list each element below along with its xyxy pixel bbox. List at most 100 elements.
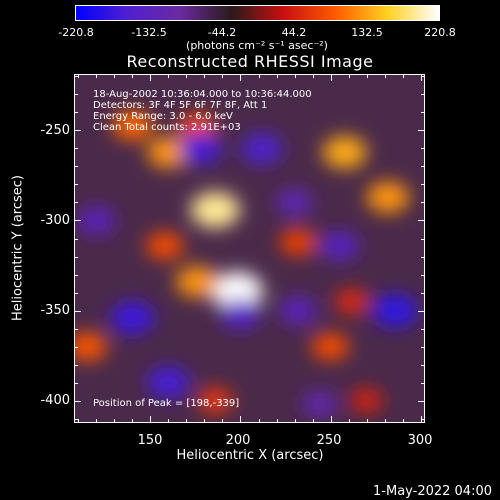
y-tick bbox=[421, 256, 425, 258]
y-tick bbox=[74, 202, 78, 204]
emission-source bbox=[279, 228, 317, 256]
y-tick bbox=[418, 130, 425, 132]
negative-residual bbox=[179, 132, 223, 165]
emission-source bbox=[334, 288, 370, 315]
colorbar-tick-label: -220.8 bbox=[58, 26, 94, 39]
y-tick bbox=[418, 310, 425, 312]
plot-title: Reconstructed RHESSI Image bbox=[126, 52, 374, 71]
x-tick bbox=[149, 74, 151, 81]
x-tick bbox=[312, 74, 314, 78]
image-frame bbox=[74, 74, 425, 423]
y-tick bbox=[74, 383, 78, 385]
y-tick bbox=[74, 365, 78, 367]
x-tick bbox=[131, 74, 133, 78]
x-tick bbox=[204, 74, 206, 78]
x-tick bbox=[240, 416, 242, 423]
y-tick bbox=[421, 238, 425, 240]
emission-source bbox=[112, 110, 153, 141]
y-tick bbox=[421, 347, 425, 349]
y-tick bbox=[421, 111, 425, 113]
colorbar-units: (photons cm⁻² s⁻¹ asec⁻²) bbox=[186, 39, 328, 52]
info-energy-range: Energy Range: 3.0 - 6.0 keV bbox=[93, 111, 233, 122]
emission-source bbox=[75, 332, 108, 361]
colorbar-tick-label: -44.2 bbox=[207, 26, 237, 39]
y-tick bbox=[74, 419, 78, 421]
y-tick bbox=[74, 148, 78, 150]
negative-residual bbox=[276, 189, 313, 217]
emission-source bbox=[197, 387, 234, 414]
y-tick bbox=[74, 256, 78, 258]
y-tick bbox=[421, 328, 425, 330]
x-tick bbox=[149, 416, 151, 423]
negative-residual bbox=[77, 206, 116, 235]
x-tick bbox=[168, 74, 170, 78]
emission-source bbox=[175, 265, 219, 298]
x-tick bbox=[330, 416, 332, 423]
y-tick-label: -300 bbox=[40, 213, 70, 228]
y-tick bbox=[74, 347, 78, 349]
x-tick-label: 150 bbox=[137, 433, 163, 448]
x-tick-label: 200 bbox=[225, 433, 251, 448]
y-tick bbox=[421, 148, 425, 150]
y-tick bbox=[421, 93, 425, 95]
y-tick bbox=[421, 383, 425, 385]
y-tick bbox=[418, 401, 425, 403]
x-tick bbox=[131, 419, 133, 423]
y-tick bbox=[421, 274, 425, 276]
y-tick-label: -250 bbox=[40, 123, 70, 138]
emission-source bbox=[349, 388, 383, 413]
info-time-range: 18-Aug-2002 10:36:04.000 to 10:36:44.000 bbox=[93, 89, 312, 100]
x-tick bbox=[95, 74, 97, 78]
x-tick bbox=[367, 74, 369, 78]
emission-source bbox=[147, 136, 191, 169]
y-tick-label: -350 bbox=[40, 303, 70, 318]
y-tick bbox=[421, 75, 425, 77]
negative-residual bbox=[279, 296, 318, 325]
emission-source bbox=[366, 181, 410, 214]
y-tick bbox=[74, 328, 78, 330]
y-tick bbox=[74, 274, 78, 276]
x-tick bbox=[95, 419, 97, 423]
x-tick bbox=[294, 419, 296, 423]
colorbar-tick-label: 132.5 bbox=[351, 26, 383, 39]
x-tick bbox=[222, 74, 224, 78]
emission-source bbox=[190, 191, 241, 228]
y-tick bbox=[74, 75, 78, 77]
x-tick bbox=[204, 419, 206, 423]
x-tick-label: 250 bbox=[316, 433, 342, 448]
x-tick bbox=[113, 419, 115, 423]
negative-residual bbox=[110, 301, 155, 334]
negative-residual bbox=[372, 293, 418, 328]
x-tick bbox=[403, 74, 405, 78]
y-tick bbox=[421, 292, 425, 294]
y-tick bbox=[74, 220, 81, 222]
negative-residual bbox=[319, 231, 360, 261]
x-tick bbox=[385, 74, 387, 78]
x-tick-label: 300 bbox=[407, 433, 433, 448]
negative-residual bbox=[241, 133, 283, 165]
peak-position: Position of Peak = [198,-339] bbox=[93, 398, 240, 409]
colorbar-tick-label: 220.8 bbox=[424, 26, 456, 39]
x-tick bbox=[312, 419, 314, 423]
y-tick-label: -400 bbox=[40, 393, 70, 408]
colorbar bbox=[75, 5, 440, 21]
negative-residual bbox=[147, 366, 191, 399]
x-tick bbox=[294, 74, 296, 78]
x-tick bbox=[349, 74, 350, 78]
x-tick bbox=[240, 74, 242, 81]
negative-residual bbox=[301, 390, 338, 418]
x-axis-label: Heliocentric X (arcsec) bbox=[176, 448, 324, 463]
x-tick bbox=[77, 74, 79, 78]
x-tick bbox=[186, 74, 188, 78]
rhessi-image bbox=[75, 75, 424, 422]
emission-source bbox=[145, 231, 184, 260]
x-tick bbox=[276, 419, 278, 423]
emission-source bbox=[322, 136, 367, 169]
y-axis-label: Heliocentric Y (arcsec) bbox=[10, 175, 26, 321]
x-tick bbox=[77, 419, 79, 423]
y-tick bbox=[74, 166, 78, 168]
x-tick bbox=[367, 419, 369, 423]
x-tick bbox=[330, 74, 332, 81]
timestamp: 1-May-2022 04:00 bbox=[373, 484, 492, 499]
y-tick bbox=[74, 238, 78, 240]
